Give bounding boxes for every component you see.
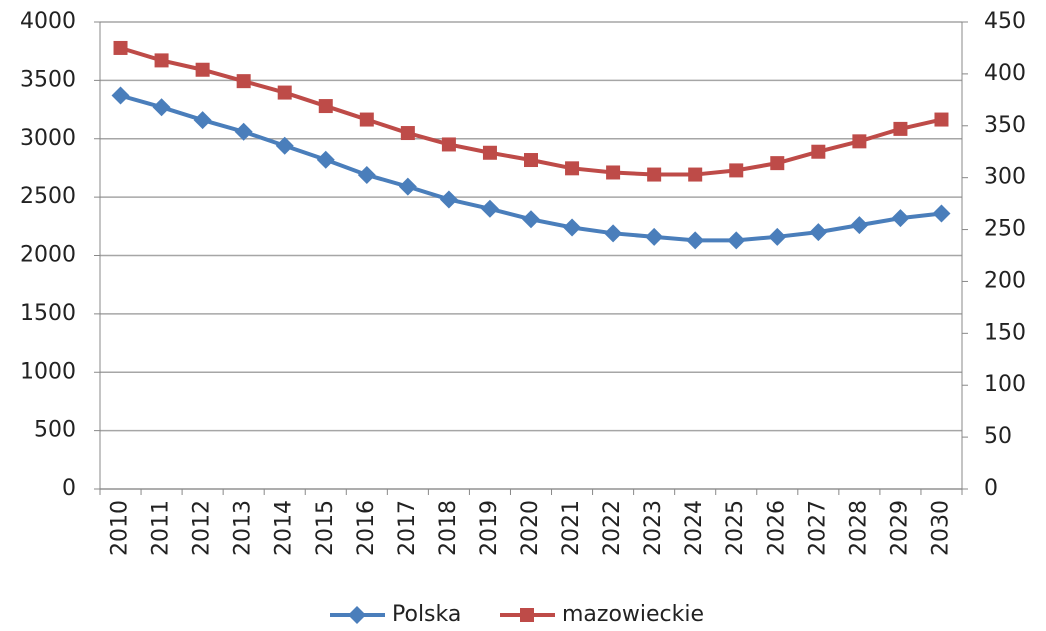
marker [277, 85, 292, 100]
marker [439, 190, 458, 209]
x-tick-label: 2025 [723, 500, 748, 556]
y-tick-label: 4000 [20, 9, 76, 34]
marker [809, 223, 828, 242]
marker [482, 145, 497, 160]
y2-tick-label: 400 [984, 61, 1026, 86]
x-tick-label: 2016 [354, 500, 379, 556]
legend-label: mazowieckie [562, 602, 704, 627]
x-tick-label: 2024 [682, 500, 707, 556]
x-tick-label: 2015 [313, 500, 338, 556]
marker [111, 86, 130, 105]
y-tick-label: 1000 [20, 359, 76, 384]
marker [357, 165, 376, 184]
marker [441, 137, 456, 152]
x-tick-label: 2014 [272, 500, 297, 556]
x-tick-label: 2011 [149, 500, 174, 556]
marker [522, 210, 540, 229]
marker [480, 199, 499, 218]
y2-tick-label: 100 [984, 372, 1026, 397]
x-tick-label: 2029 [887, 500, 912, 556]
marker [852, 134, 867, 149]
y2-tick-label: 350 [984, 113, 1026, 138]
marker [647, 167, 662, 182]
y2-tick-label: 50 [984, 424, 1012, 449]
marker [686, 231, 705, 250]
marker [400, 126, 415, 141]
x-tick-label: 2019 [477, 500, 502, 556]
marker [236, 74, 251, 89]
y-tick-label: 3000 [20, 126, 76, 151]
y-tick-label: 3500 [20, 67, 76, 92]
marker [934, 112, 949, 127]
marker [563, 218, 582, 237]
marker [154, 53, 169, 68]
y2-tick-label: 150 [984, 320, 1026, 345]
marker [316, 150, 335, 169]
marker [348, 606, 366, 624]
marker [729, 163, 744, 178]
x-tick-label: 2027 [805, 500, 830, 556]
y2-tick-label: 250 [984, 217, 1026, 242]
marker [768, 227, 787, 246]
marker [770, 156, 785, 171]
marker [152, 98, 171, 117]
legend-label: Polska [392, 602, 461, 627]
marker [645, 227, 664, 246]
marker [113, 40, 128, 55]
x-tick-label: 2013 [231, 500, 256, 556]
x-tick-label: 2030 [928, 500, 953, 556]
marker [275, 136, 294, 155]
marker [318, 99, 333, 114]
marker [524, 153, 538, 168]
marker [195, 62, 210, 77]
x-tick-label: 2026 [764, 500, 789, 556]
y-tick-label: 0 [62, 476, 76, 501]
x-tick-label: 2028 [846, 500, 871, 556]
marker [891, 209, 910, 228]
x-tick-label: 2021 [559, 500, 584, 556]
marker [606, 165, 621, 180]
y-tick-label: 2500 [20, 184, 76, 209]
marker [398, 177, 417, 196]
x-tick-label: 2010 [108, 500, 133, 556]
marker [688, 167, 703, 182]
y-tick-label: 1500 [20, 301, 76, 326]
x-tick-label: 2023 [641, 500, 666, 556]
y-tick-label: 500 [34, 418, 76, 443]
y-tick-label: 2000 [20, 243, 76, 268]
x-tick-label: 2017 [395, 500, 420, 556]
marker [234, 122, 253, 141]
x-tick-label: 2022 [600, 500, 625, 556]
marker [727, 231, 746, 250]
x-tick-label: 2018 [436, 500, 461, 556]
y2-tick-label: 0 [984, 476, 998, 501]
marker [932, 204, 951, 223]
marker [850, 216, 869, 235]
marker [359, 112, 374, 127]
x-tick-label: 2020 [518, 500, 543, 556]
marker [565, 161, 580, 176]
marker [520, 608, 534, 622]
y2-tick-label: 200 [984, 268, 1026, 293]
marker [193, 111, 212, 130]
y2-tick-label: 300 [984, 165, 1026, 190]
marker [893, 121, 908, 136]
marker [604, 224, 623, 243]
y2-tick-label: 450 [984, 9, 1026, 34]
x-tick-label: 2012 [190, 500, 215, 556]
marker [811, 144, 826, 159]
